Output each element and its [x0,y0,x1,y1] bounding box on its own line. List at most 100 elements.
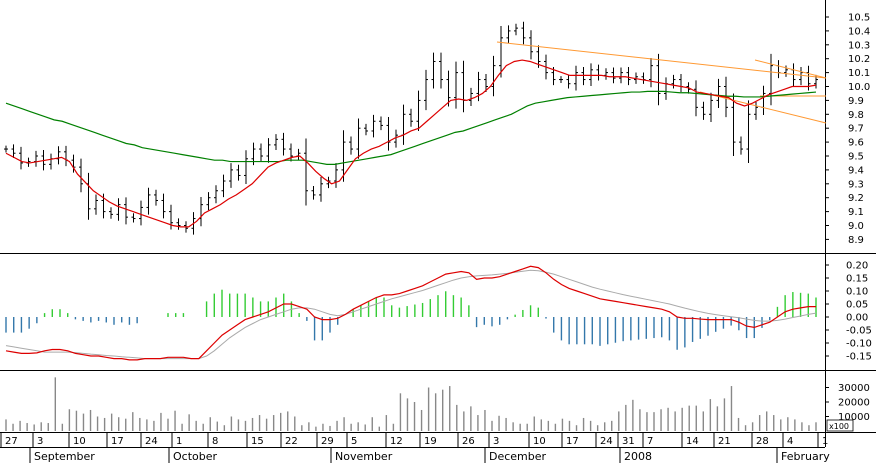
day-tick: 7 [642,433,653,447]
price-tick: 10.1 [825,68,870,79]
svg-text:31: 31 [622,436,635,447]
price-bar [274,134,278,151]
moving-average-long [5,90,817,165]
price-tick: 9.4 [825,165,864,176]
volume-y-ticks: 30000 20000 10000 [825,383,870,423]
price-tick: 9.7 [825,124,864,135]
svg-text:1: 1 [176,436,182,447]
price-bar [236,164,241,181]
svg-text:0.00: 0.00 [846,313,868,324]
svg-text:9.0: 9.0 [848,221,864,232]
price-bar [514,23,518,36]
macd-tick: -0.05 [825,326,872,337]
svg-text:10.2: 10.2 [848,54,870,65]
price-bar [71,154,76,173]
svg-text:10: 10 [73,436,86,447]
price-bar [656,53,661,106]
svg-text:8.9: 8.9 [848,235,864,246]
price-bar [506,25,511,44]
day-tick: 1 [817,433,828,447]
price-bar [79,158,83,193]
price-bar [476,71,481,102]
price-bar [4,145,8,153]
svg-text:0.15: 0.15 [846,274,868,285]
price-bar [311,186,316,200]
price-bar [529,30,533,60]
day-tick: 8 [207,433,218,447]
trendline-lower [699,91,827,124]
svg-text:19: 19 [424,436,437,447]
month-tick: February [776,447,830,463]
day-tick: 19 [419,433,437,447]
volume-unit-label: x100 [829,422,849,431]
price-bar [469,87,473,106]
price-bar [521,21,526,45]
price-bar [304,138,308,206]
svg-text:October: October [173,450,217,463]
svg-text:24: 24 [600,436,613,447]
price-tick: 10.2 [825,54,870,65]
volume-bars [5,377,817,431]
price-bar [349,136,353,155]
svg-text:29: 29 [321,436,334,447]
svg-text:24: 24 [145,436,158,447]
volume-tick: 10000 [825,412,870,423]
price-bar [716,78,721,109]
svg-text:10.5: 10.5 [848,13,870,24]
macd-tick: -0.15 [825,352,872,363]
svg-text:February: February [781,450,830,463]
price-tick: 8.9 [825,235,864,246]
svg-text:9.7: 9.7 [848,124,864,135]
price-bar [746,100,751,163]
month-tick: December [484,447,547,463]
price-bar [326,176,331,189]
svg-text:1: 1 [822,436,828,447]
price-tick: 10.3 [825,40,870,51]
price-bar [334,163,338,188]
macd-tick: 0.20 [825,261,868,272]
trendline-upper [496,41,827,79]
svg-text:3: 3 [493,436,499,447]
macd-histogram [5,289,817,350]
price-bar [356,118,361,159]
price-tick: 9.8 [825,110,864,121]
macd-tick: 0.15 [825,274,868,285]
svg-text:10.4: 10.4 [848,26,870,37]
price-bar [139,200,143,226]
price-bar [341,130,346,182]
day-tick: 15 [246,433,264,447]
price-bar [11,144,16,158]
price-bar [626,67,631,86]
day-tick: 17 [106,433,124,447]
svg-text:30000: 30000 [838,383,870,394]
price-bar [124,197,128,225]
price-panel: 10.5 10.4 10.3 10.2 10.1 10.0 9.9 9.8 9.7 9.6 9.5 9… [4,13,870,246]
volume-tick: 20000 [825,398,870,409]
day-tick: 3 [32,433,43,447]
price-bar [154,189,158,206]
price-bar [319,176,323,202]
month-tick: October [168,447,217,463]
svg-text:8: 8 [212,436,218,447]
price-bar [206,192,211,211]
day-tick-labels: 27 3 10 17 24 1 8 15 22 29 5 12 19 26 3 10 17 24 31 7 14 21 28… [0,433,828,447]
trendline-upper-short [754,59,827,79]
svg-text:2008: 2008 [624,450,652,463]
price-tick: 9.5 [825,152,864,163]
price-bar [266,138,271,163]
svg-text:-0.05: -0.05 [846,326,872,337]
svg-text:15: 15 [251,436,264,447]
price-bar [394,129,398,148]
price-bar [176,218,181,230]
svg-text:5: 5 [351,436,357,447]
svg-text:7: 7 [647,436,653,447]
price-bar [559,76,563,84]
macd-line [5,265,816,361]
price-tick: 9.9 [825,96,864,107]
svg-text:November: November [335,450,393,463]
macd-tick: -0.10 [825,339,872,350]
moving-average-short [5,59,817,228]
price-tick: 9.1 [825,207,864,218]
day-tick: 29 [316,433,334,447]
